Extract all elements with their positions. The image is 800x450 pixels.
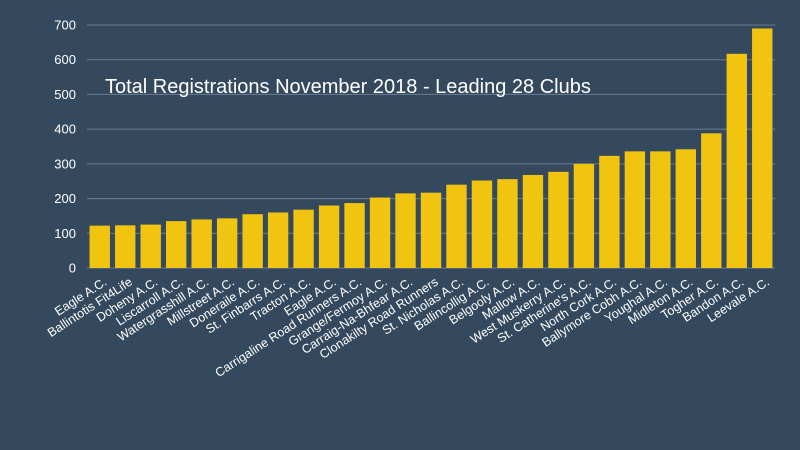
bar xyxy=(497,179,518,268)
bar xyxy=(115,225,136,268)
bar xyxy=(318,205,340,268)
bar xyxy=(573,163,595,268)
bar xyxy=(599,155,620,268)
y-tick-label: 200 xyxy=(54,191,76,206)
bar xyxy=(242,214,263,268)
y-tick-label: 0 xyxy=(69,261,76,276)
y-tick-label: 500 xyxy=(54,87,76,102)
bar xyxy=(752,28,773,268)
bar xyxy=(293,209,314,268)
y-tick-label: 100 xyxy=(54,226,76,241)
bar xyxy=(344,203,365,268)
bar xyxy=(675,149,697,268)
chart-title: Total Registrations November 2018 - Lead… xyxy=(105,76,591,98)
bar xyxy=(522,174,544,268)
bar xyxy=(701,133,722,268)
bar xyxy=(446,184,467,268)
y-tick-label: 600 xyxy=(54,52,76,67)
y-tick-label: 400 xyxy=(54,122,76,137)
bar xyxy=(726,53,747,268)
bar xyxy=(267,212,289,268)
bar xyxy=(548,171,569,268)
y-tick-label: 300 xyxy=(54,156,76,171)
y-tick-label: 700 xyxy=(54,18,76,33)
bar xyxy=(216,218,238,268)
y-axis-tick-labels: 0 100 200 300 400 500 600 700 xyxy=(54,18,76,276)
bars xyxy=(89,28,773,268)
bar xyxy=(89,225,110,268)
bar xyxy=(471,180,493,268)
bar xyxy=(369,197,391,268)
bar xyxy=(624,151,646,268)
bar xyxy=(191,219,212,268)
bar xyxy=(165,221,187,268)
bar xyxy=(420,192,442,268)
bar xyxy=(395,193,416,268)
bar xyxy=(650,151,671,268)
bar xyxy=(140,224,161,268)
